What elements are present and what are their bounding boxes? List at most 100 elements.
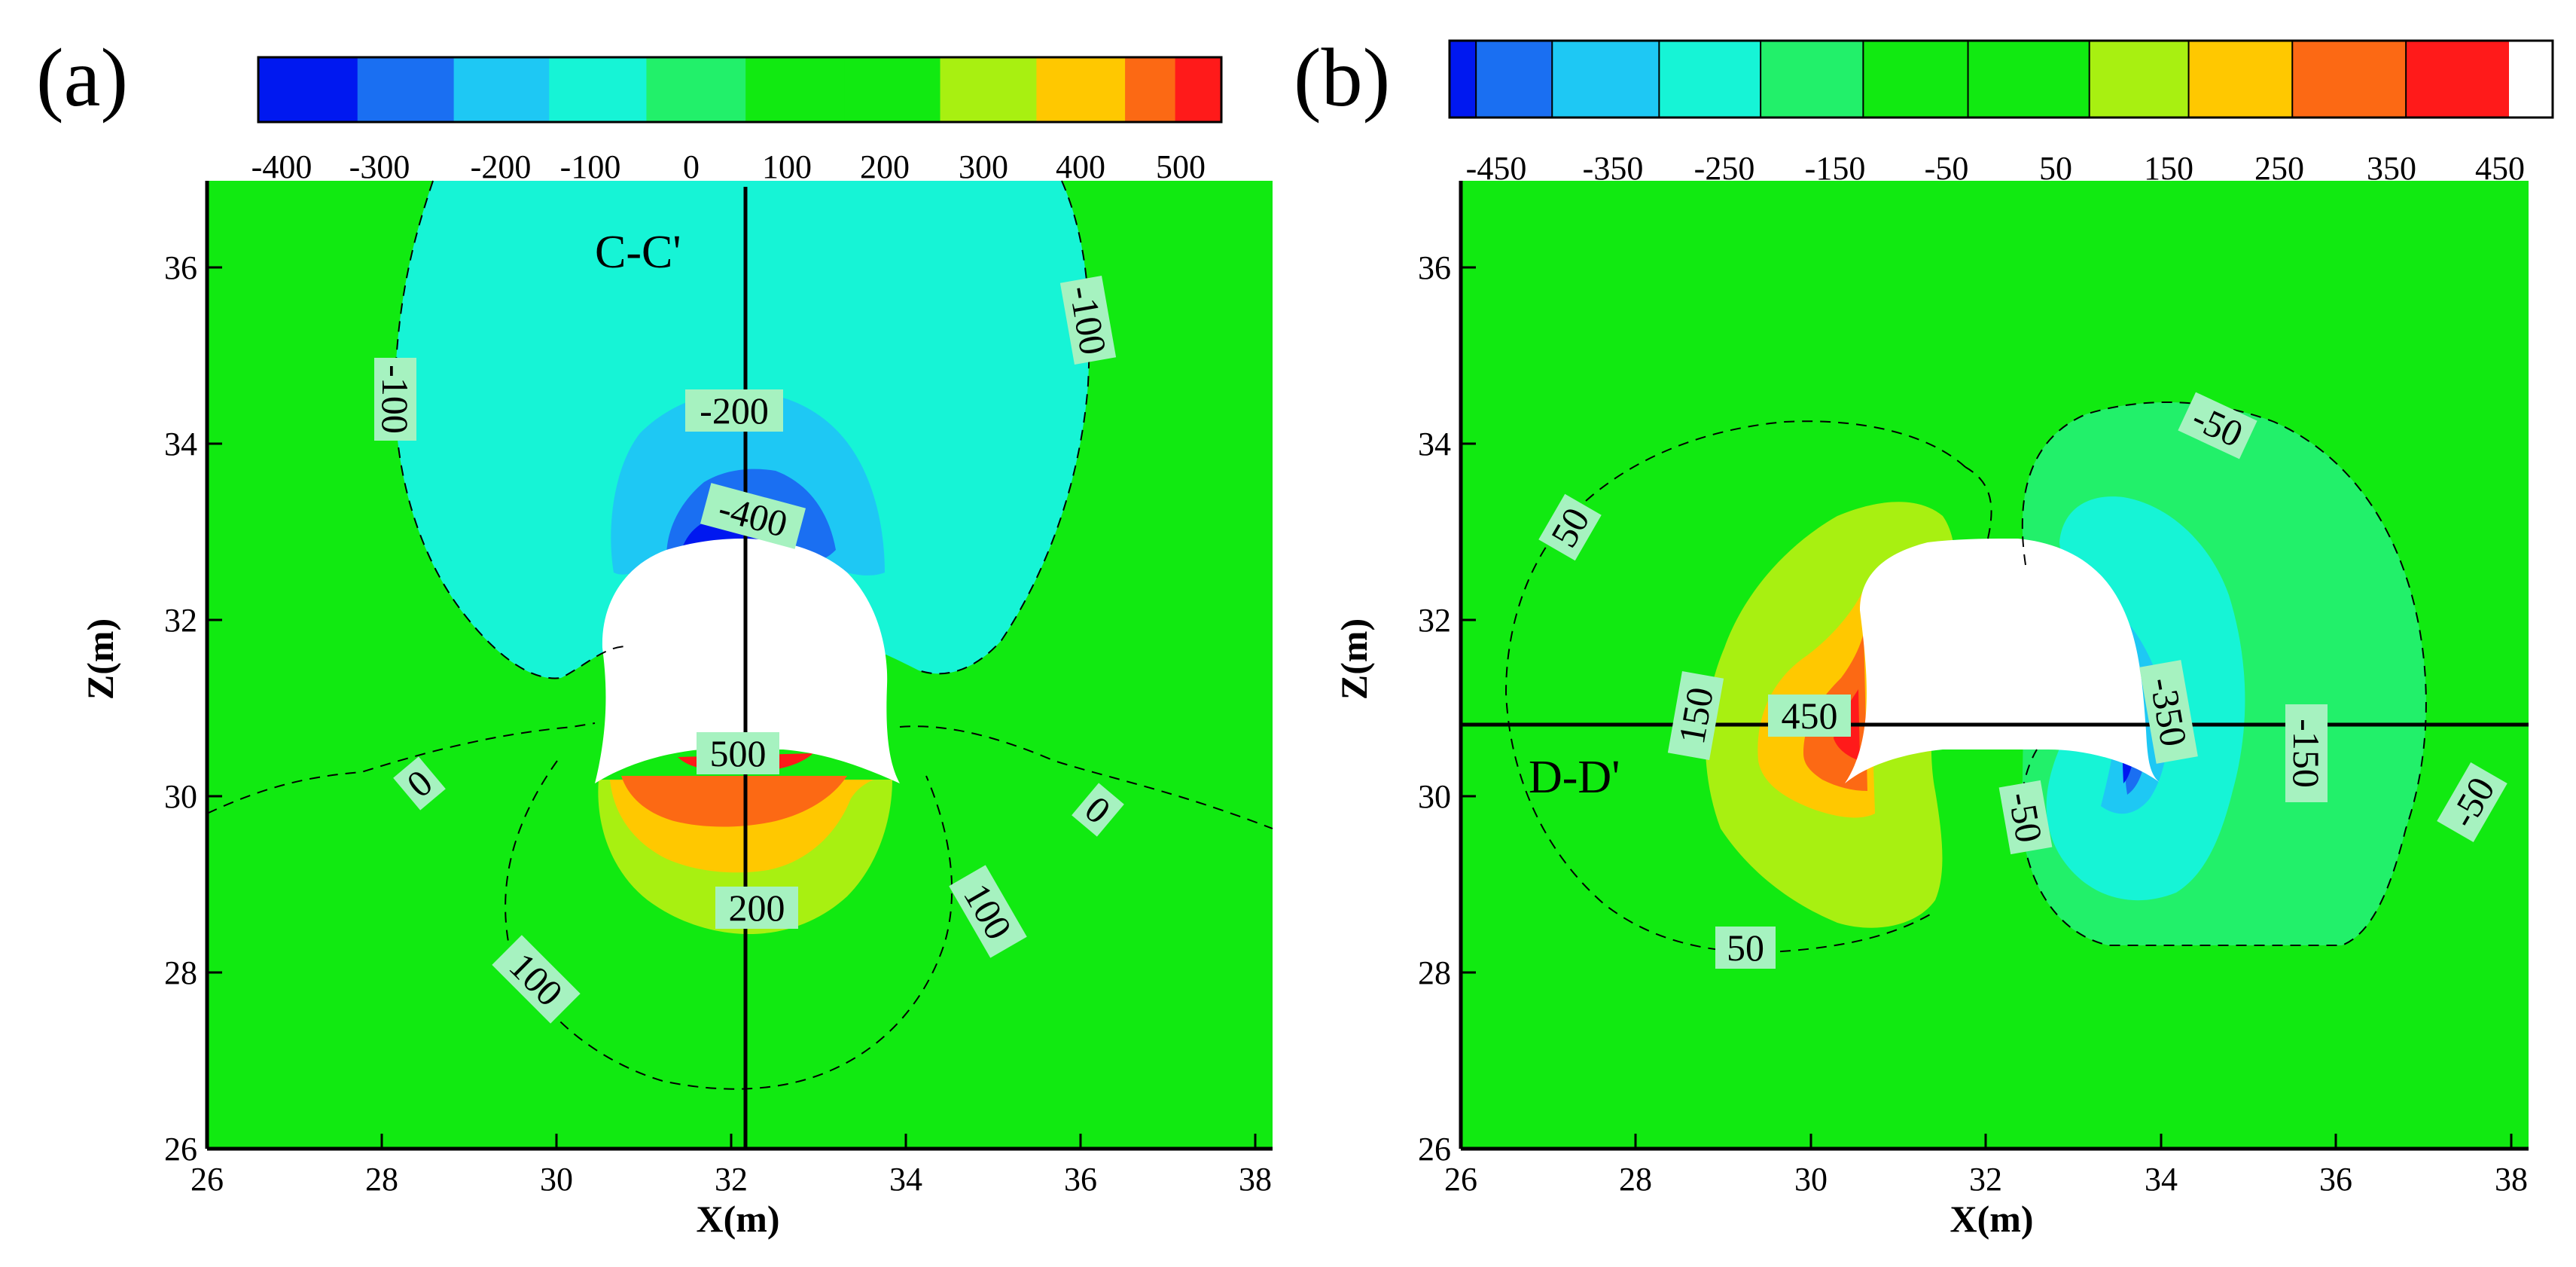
contour-labels-a: -100 -100 -200 -400 500 200 0 0 100 100: [374, 275, 1124, 1024]
x-tick: 32: [715, 1161, 748, 1198]
contour-label: -50: [1998, 780, 2053, 855]
colorbar-tick: 100: [762, 148, 812, 185]
colorbar-cell: [453, 57, 550, 122]
colorbar-cell: [1036, 57, 1126, 122]
x-tick: 28: [365, 1161, 398, 1198]
colorbar-tick: 500: [1156, 148, 1206, 185]
colorbar-tick: -450: [1466, 150, 1527, 187]
x-tick: 38: [1239, 1161, 1272, 1198]
svg-text:500: 500: [710, 732, 767, 774]
y-ticks-a: 26 28 30 32 34 36: [164, 249, 222, 1168]
contour-line: [918, 180, 1090, 675]
x-tick: 30: [1794, 1161, 1828, 1198]
colorbar-tick: 150: [2144, 150, 2193, 187]
panel-a-label: (a): [36, 32, 128, 124]
colorbar-cell: [1968, 41, 2090, 118]
y-tick: 32: [164, 602, 197, 639]
colorbar-cell: [844, 57, 941, 122]
contour-label: 450: [1768, 695, 1851, 737]
y-tick: 36: [164, 249, 197, 286]
contour-line: [2021, 401, 2427, 946]
svg-text:-50: -50: [2001, 789, 2051, 845]
contour-line: [1504, 420, 1966, 953]
x-tick: 34: [889, 1161, 922, 1198]
colorbar-tick: 200: [860, 148, 910, 185]
y-axis-label-a: Z(m): [79, 618, 121, 700]
colorbar-tick: 250: [2254, 150, 2304, 187]
colorbar-tick: 350: [2367, 150, 2416, 187]
contour-label: 500: [697, 732, 779, 774]
colorbar-b-frame: [1448, 39, 2554, 119]
colorbar-cell: [2089, 41, 2190, 118]
x-ticks-b: 26 28 30 32 34 36 38: [1444, 1134, 2528, 1198]
y-tick: 26: [164, 1131, 197, 1168]
contour-label: 50: [1715, 927, 1776, 969]
colorbar-a: -400 -300 -200 -100 0 100 200 300 400 50…: [252, 56, 1223, 185]
contour-label: 200: [715, 887, 798, 929]
colorbar-cell: [1863, 41, 1969, 118]
colorbar-a-cells: [258, 57, 1222, 122]
colorbar-cell: [1476, 41, 1553, 118]
y-tick: 26: [1418, 1131, 1451, 1168]
contour-line: [899, 725, 1273, 829]
panel-a: (a) -400 -300 -200 -100 0 100 200 300 40…: [36, 32, 1273, 1240]
svg-text:-200: -200: [700, 389, 769, 432]
x-tick: 26: [1444, 1161, 1477, 1198]
svg-text:150: 150: [1670, 684, 1721, 747]
colorbar-cell: [2292, 41, 2407, 118]
y-tick: 30: [164, 778, 197, 815]
x-tick: 28: [1619, 1161, 1652, 1198]
contour-line: [1965, 466, 1992, 539]
contour-band-400: [621, 776, 847, 827]
svg-text:50: 50: [1727, 927, 1764, 969]
svg-text:-150: -150: [2285, 719, 2328, 788]
contour-labels-b: -50 50 150 450 -350 -150 -50 -50 50: [1538, 392, 2507, 969]
colorbar-tick: 300: [959, 148, 1008, 185]
contour-line: [206, 722, 596, 814]
panel-b: (b) -450 -350 -250 -150 -50 50 150 250 3…: [1294, 32, 2554, 1240]
x-tick: 32: [1969, 1161, 2002, 1198]
x-tick: 38: [2495, 1161, 2528, 1198]
colorbar-cell: [745, 57, 846, 122]
colorbar-tick: 450: [2475, 150, 2525, 187]
y-tick: 30: [1418, 778, 1451, 815]
colorbar-cell: [1659, 41, 1761, 118]
y-tick: 34: [164, 426, 197, 463]
x-axis-label-a: X(m): [696, 1198, 779, 1240]
contour-label: -200: [685, 389, 783, 432]
x-tick: 34: [2145, 1161, 2178, 1198]
colorbar-b-cells: [1450, 41, 2509, 118]
colorbar-cell: [1761, 41, 1864, 118]
colorbar-tick: -250: [1694, 150, 1755, 187]
colorbar-tick: 0: [683, 148, 700, 185]
y-tick: 34: [1418, 426, 1451, 463]
colorbar-cell: [1450, 41, 1477, 118]
colorbar-tick: 50: [2039, 150, 2072, 187]
contour-label: -50: [2178, 392, 2257, 459]
y-tick: 32: [1418, 602, 1451, 639]
colorbar-cell: [1175, 57, 1222, 122]
section-label-cc: C-C': [595, 227, 681, 278]
x-ticks-a: 26 28 30 32 34 36 38: [191, 1134, 1272, 1198]
colorbar-cell: [1125, 57, 1176, 122]
x-tick: 30: [540, 1161, 573, 1198]
colorbar-a-frame: [257, 56, 1223, 124]
dashed-contours-a: [206, 180, 1273, 1090]
colorbar-cell: [357, 57, 455, 122]
svg-text:450: 450: [1782, 695, 1838, 737]
colorbar-b-ticks: -450 -350 -250 -150 -50 50 150 250 350 4…: [1466, 150, 2525, 187]
colorbar-tick: -200: [471, 148, 532, 185]
colorbar-a-ticks: -400 -300 -200 -100 0 100 200 300 400 50…: [252, 148, 1206, 185]
colorbar-tick: -100: [560, 148, 621, 185]
colorbar-tick: -50: [1925, 150, 1969, 187]
colorbar-cell: [549, 57, 648, 122]
x-axis-label-b: X(m): [1950, 1198, 2033, 1240]
colorbar-tick: -300: [349, 148, 410, 185]
contour-label: -100: [374, 358, 416, 441]
colorbar-tick: -150: [1805, 150, 1866, 187]
x-tick: 36: [2319, 1161, 2352, 1198]
contour-line: [505, 760, 953, 1090]
y-ticks-b: 26 28 30 32 34 36: [1418, 249, 1476, 1168]
colorbar-tick: 400: [1056, 148, 1105, 185]
